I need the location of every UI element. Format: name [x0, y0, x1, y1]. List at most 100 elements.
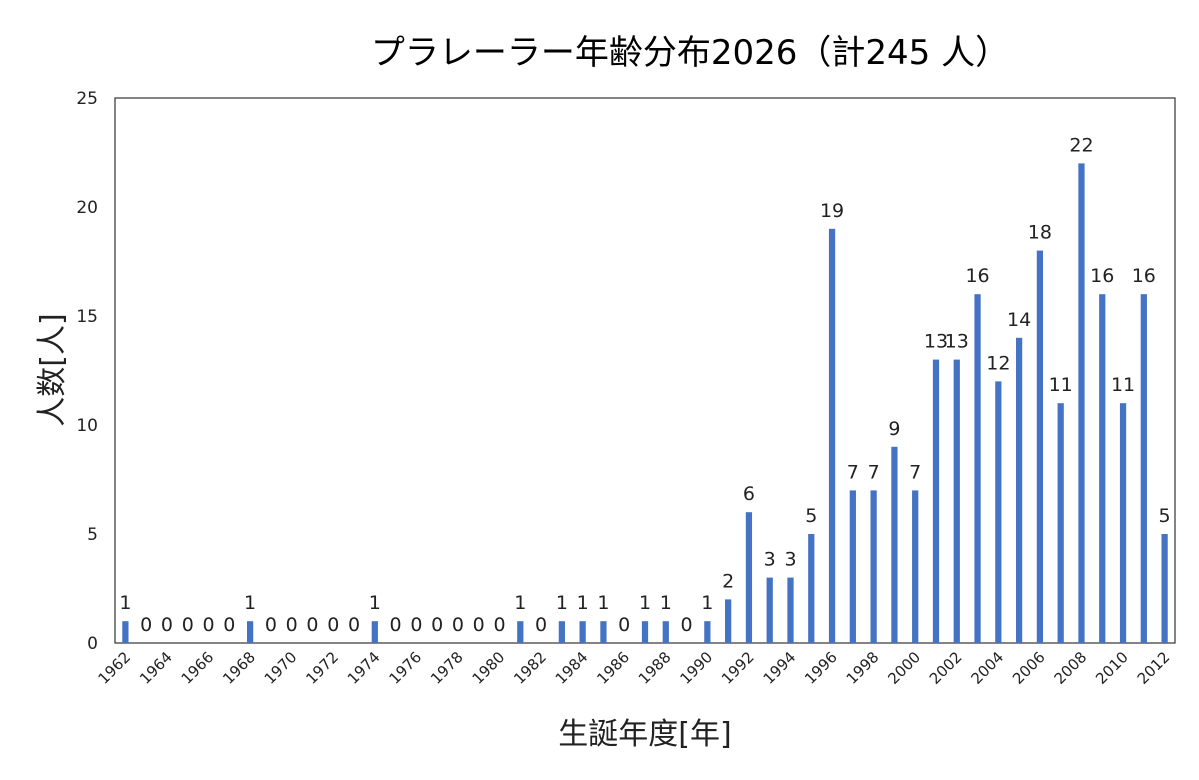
bar: [1099, 294, 1106, 643]
x-tick-label: 2008: [1051, 648, 1091, 688]
bar: [579, 621, 586, 643]
bar: [1078, 163, 1085, 643]
data-label: 7: [868, 461, 880, 483]
x-tick-label: 1996: [801, 648, 841, 688]
x-tick-label: 1976: [385, 648, 425, 688]
bar: [891, 446, 898, 643]
data-label: 0: [182, 614, 194, 636]
data-label: 0: [286, 614, 298, 636]
bar: [1016, 337, 1023, 643]
data-label: 19: [820, 200, 844, 222]
data-label: 1: [639, 592, 651, 614]
data-label: 0: [431, 614, 443, 636]
y-axis-ticks: 0 5 10 15 20 25: [76, 89, 98, 654]
y-tick-label: 5: [87, 525, 98, 545]
x-tick-label: 1990: [676, 648, 716, 688]
data-label: 0: [493, 614, 505, 636]
y-tick-label: 25: [76, 89, 98, 109]
y-axis-label: 人数[人]: [35, 313, 70, 426]
bar: [1057, 403, 1064, 643]
x-tick-label: 1978: [427, 648, 467, 688]
bar: [849, 490, 856, 643]
data-label: 1: [514, 592, 526, 614]
x-tick-label: 2010: [1092, 648, 1132, 688]
bar: [641, 621, 649, 643]
y-tick-label: 20: [76, 198, 98, 218]
x-tick-label: 1972: [302, 648, 342, 688]
data-label: 0: [618, 614, 630, 636]
bar: [1140, 294, 1147, 643]
x-tick-label: 1986: [593, 648, 633, 688]
data-label: 0: [410, 614, 422, 636]
data-label: 1: [577, 592, 589, 614]
x-tick-label: 2006: [1009, 648, 1049, 688]
bar: [1161, 534, 1168, 643]
bar: [1119, 403, 1127, 643]
data-label: 12: [986, 352, 1010, 374]
data-label: 1: [244, 592, 256, 614]
data-label: 0: [202, 614, 214, 636]
bar: [995, 381, 1002, 643]
data-label: 0: [390, 614, 402, 636]
data-label: 16: [1090, 265, 1114, 287]
bar: [371, 621, 378, 643]
data-label: 0: [681, 614, 693, 636]
x-axis-ticks: 1962 1964 1966 1968 1970 1972 1974 1976 1978 1980…: [94, 648, 1173, 688]
bar: [912, 490, 919, 643]
bar: [517, 621, 524, 643]
bar: [246, 621, 254, 643]
data-label: 13: [924, 331, 948, 353]
data-label: 0: [348, 614, 360, 636]
data-label: 13: [945, 331, 969, 353]
x-tick-label: 1980: [469, 648, 509, 688]
data-label: 0: [223, 614, 235, 636]
x-tick-label: 1984: [552, 648, 592, 688]
data-label: 1: [660, 592, 672, 614]
data-label: 0: [140, 614, 152, 636]
x-tick-label: 2012: [1134, 648, 1174, 688]
x-tick-label: 1964: [136, 648, 176, 688]
bar: [558, 621, 565, 643]
data-label: 7: [847, 461, 859, 483]
x-tick-label: 1970: [261, 648, 301, 688]
data-label: 1: [369, 592, 381, 614]
data-label: 0: [306, 614, 318, 636]
data-label: 5: [1159, 505, 1171, 527]
x-tick-label: 1966: [178, 648, 218, 688]
data-label: 16: [965, 265, 989, 287]
bar: [725, 599, 732, 643]
bar: [870, 490, 877, 643]
data-label: 5: [805, 505, 817, 527]
data-label: 0: [161, 614, 173, 636]
data-label: 1: [556, 592, 568, 614]
bar: [953, 359, 960, 643]
data-label: 1: [119, 592, 131, 614]
x-axis-label: 生誕年度[年]: [558, 717, 731, 752]
x-tick-label: 1998: [843, 648, 883, 688]
x-tick-label: 2002: [926, 648, 966, 688]
bar: [745, 512, 753, 643]
x-tick-label: 1994: [760, 648, 800, 688]
bar: [787, 577, 794, 643]
bar: [600, 621, 607, 643]
data-label: 9: [888, 418, 900, 440]
data-label: 7: [909, 461, 921, 483]
x-tick-label: 1962: [94, 648, 134, 688]
data-label: 0: [327, 614, 339, 636]
data-label: 0: [473, 614, 485, 636]
x-tick-label: 1992: [718, 648, 758, 688]
bar: [662, 621, 669, 643]
y-tick-label: 0: [87, 634, 98, 654]
data-label: 11: [1111, 374, 1135, 396]
data-label: 11: [1049, 374, 1073, 396]
y-tick-label: 15: [76, 307, 98, 327]
data-label: 0: [535, 614, 547, 636]
data-label: 0: [265, 614, 277, 636]
bar: [828, 228, 836, 644]
x-tick-label: 1974: [344, 648, 384, 688]
data-label: 2: [722, 570, 734, 592]
data-label: 3: [764, 549, 776, 571]
bars: [122, 163, 1168, 644]
